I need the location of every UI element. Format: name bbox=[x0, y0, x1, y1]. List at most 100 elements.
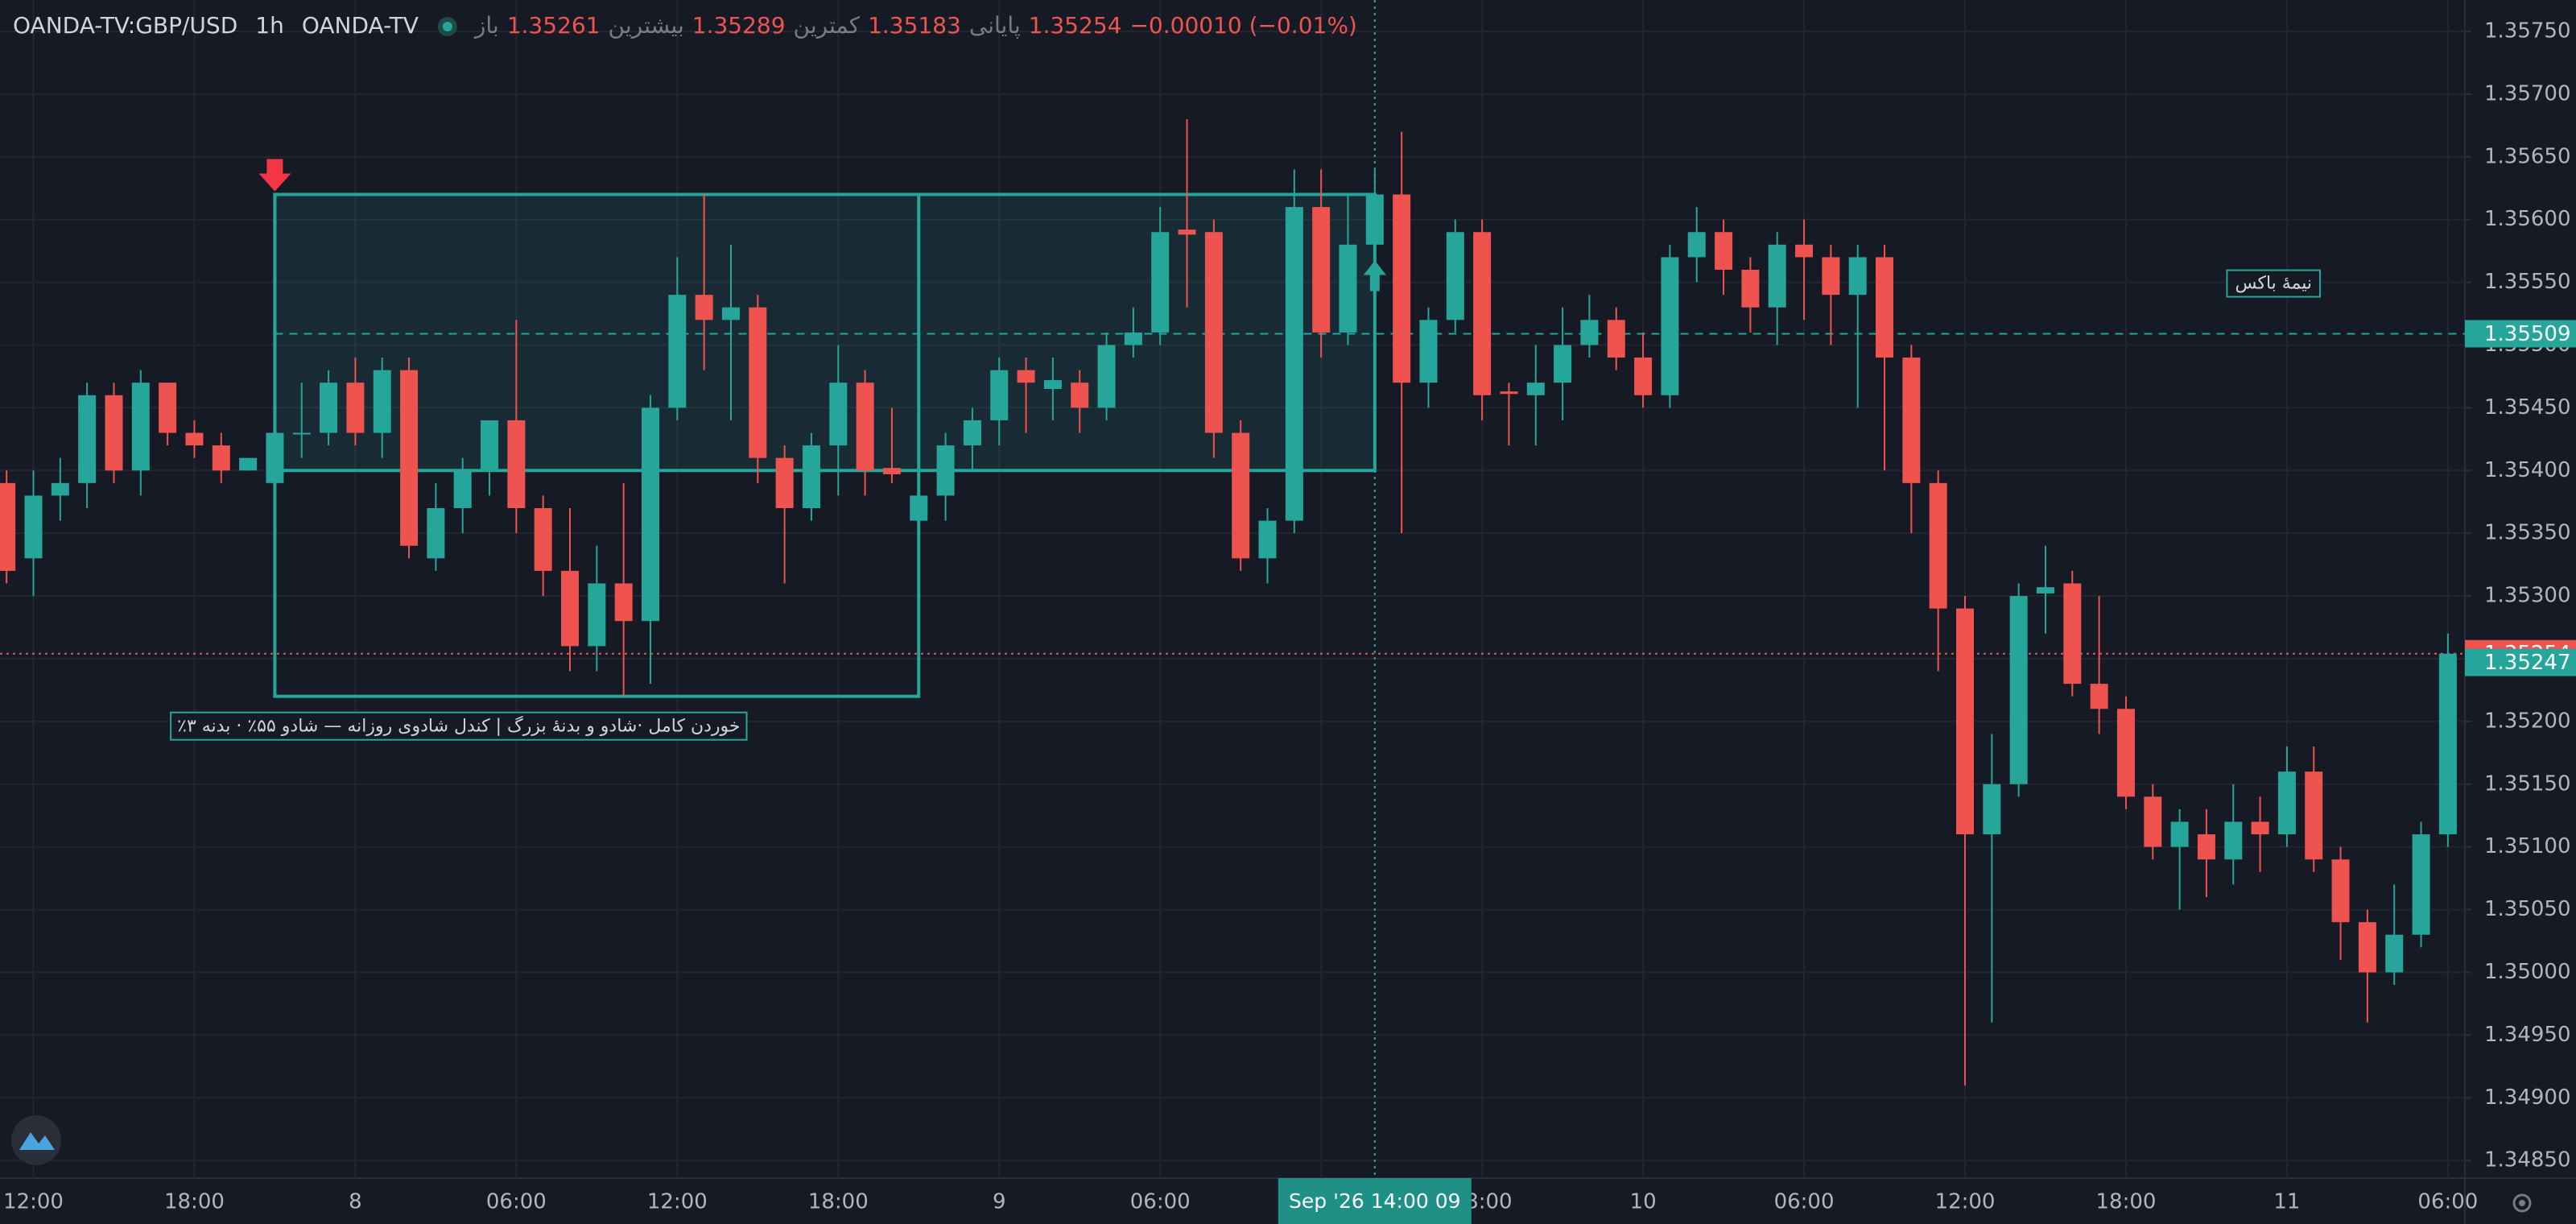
candle-body bbox=[1768, 244, 1786, 308]
candle-body bbox=[882, 468, 901, 474]
candle-body bbox=[1634, 358, 1653, 395]
y-tick-label: 1.34900 bbox=[2484, 1085, 2571, 1110]
y-tick-label: 1.35700 bbox=[2484, 81, 2571, 105]
candle-body bbox=[1473, 232, 1492, 395]
candle-body bbox=[1446, 232, 1464, 320]
candle-body bbox=[642, 407, 659, 622]
candle-body bbox=[588, 583, 606, 647]
candle-body bbox=[24, 495, 43, 559]
candle-body bbox=[1956, 608, 1974, 835]
candle-body bbox=[2438, 653, 2457, 835]
candle-body bbox=[2116, 709, 2135, 797]
candle-body bbox=[1661, 257, 1679, 395]
candle-body bbox=[749, 307, 767, 458]
candle-body bbox=[159, 382, 177, 433]
legend-change: −0.00010 (−0.01%) bbox=[1129, 12, 1356, 39]
legend-close: 1.35254 bbox=[1029, 12, 1122, 39]
x-tick-label: 18:00 bbox=[164, 1190, 225, 1214]
candle-body bbox=[695, 295, 713, 320]
candle-body bbox=[2251, 821, 2269, 835]
legend-interval: 1h bbox=[255, 12, 284, 39]
candle-body bbox=[2090, 684, 2108, 709]
candle-body bbox=[1419, 320, 1438, 383]
candle-body bbox=[507, 420, 526, 509]
candle-body bbox=[427, 508, 445, 559]
candle-body bbox=[990, 370, 1009, 420]
candle-body bbox=[1232, 432, 1250, 559]
candle-body bbox=[856, 382, 874, 471]
crosshair-label: Sep '26 14:00 09 bbox=[1289, 1189, 1461, 1213]
candle-body bbox=[185, 432, 204, 446]
x-tick-label: 8 bbox=[349, 1190, 362, 1214]
legend: OANDA-TV:GBP/USD 1h OANDA-TV باز 1.35261 بیشت… bbox=[13, 12, 1357, 39]
x-tick-label: 11 bbox=[2273, 1190, 2300, 1214]
price-label: 1.35247 bbox=[2484, 651, 2571, 675]
status-dot-core bbox=[442, 22, 452, 31]
candle-body bbox=[1983, 784, 2001, 835]
candle-body bbox=[1580, 320, 1599, 345]
candle-body bbox=[400, 370, 419, 546]
y-tick-label: 1.34850 bbox=[2484, 1148, 2571, 1172]
overlay: 1.34850 1.34900 1.34950 1.35000 1.35050 1.351… bbox=[3, 0, 2576, 1224]
candle-body bbox=[802, 445, 820, 509]
logo[interactable] bbox=[11, 1115, 61, 1165]
candle-body bbox=[1204, 232, 1223, 433]
candle-body bbox=[2358, 922, 2376, 973]
candle-body bbox=[1017, 370, 1035, 383]
candle-body bbox=[131, 382, 150, 471]
arrow-down bbox=[258, 159, 291, 192]
candle-body bbox=[2385, 934, 2404, 973]
legend-low-label: کمترین bbox=[794, 12, 861, 39]
candle-body bbox=[668, 295, 687, 408]
box[interactable] bbox=[273, 192, 1377, 473]
candle-body bbox=[2170, 821, 2189, 847]
candle-body bbox=[1687, 232, 1706, 258]
candle-body bbox=[1124, 332, 1142, 345]
candle-body bbox=[1339, 244, 1357, 333]
candle-body bbox=[775, 457, 794, 509]
candle-body bbox=[910, 495, 928, 521]
candle-body bbox=[1848, 257, 1867, 296]
candle-body bbox=[614, 583, 633, 622]
candle-body bbox=[239, 457, 258, 471]
y-tick-label: 1.35450 bbox=[2484, 395, 2571, 420]
settings-icon[interactable] bbox=[2512, 1193, 2532, 1213]
candle-body bbox=[936, 445, 955, 496]
candle-body bbox=[78, 395, 97, 483]
candle-body bbox=[2224, 821, 2243, 860]
candle-body bbox=[1312, 207, 1331, 333]
candle-body bbox=[2009, 596, 2028, 784]
x-tick-label: 06:00 bbox=[2417, 1190, 2478, 1214]
midline-label-frame bbox=[2226, 269, 2322, 298]
x-tick-label: 12:00 bbox=[647, 1190, 708, 1214]
x-tick-label: 10 bbox=[1630, 1190, 1657, 1214]
candle-body bbox=[1151, 232, 1170, 333]
candle-body bbox=[963, 420, 981, 446]
candle-body bbox=[1741, 269, 1760, 308]
y-tick-label: 1.35300 bbox=[2484, 584, 2571, 608]
y-tick-label: 1.35150 bbox=[2484, 771, 2571, 796]
legend-high-label: بیشترین bbox=[609, 12, 684, 39]
legend-open: 1.35261 bbox=[507, 12, 601, 39]
y-tick-label: 1.35350 bbox=[2484, 521, 2571, 545]
candle-body bbox=[1526, 382, 1545, 395]
candle-body bbox=[2331, 859, 2350, 923]
drawings: ٪خوردن کامل ·شادو و بدنهٔ بزرگ | کندل شا… bbox=[0, 159, 2465, 741]
candle-body bbox=[2036, 587, 2054, 593]
candle-body bbox=[1876, 257, 1894, 358]
y-tick-label: 1.35650 bbox=[2484, 144, 2571, 168]
legend-close-label: پایانی bbox=[969, 12, 1021, 39]
candle-body bbox=[1715, 232, 1733, 270]
candle-body bbox=[105, 395, 123, 471]
candle-body bbox=[2277, 771, 2296, 835]
candle-body bbox=[561, 570, 580, 647]
x-tick-label: 12:00 bbox=[1935, 1190, 1996, 1214]
box-label-frame bbox=[170, 711, 748, 741]
candle-body bbox=[266, 432, 284, 483]
x-tick-label: 12:00 bbox=[3, 1190, 64, 1214]
legend-symbol: OANDA-TV:GBP/USD bbox=[13, 12, 237, 39]
legend-low: 1.35183 bbox=[868, 12, 961, 39]
candle-body bbox=[212, 445, 230, 471]
